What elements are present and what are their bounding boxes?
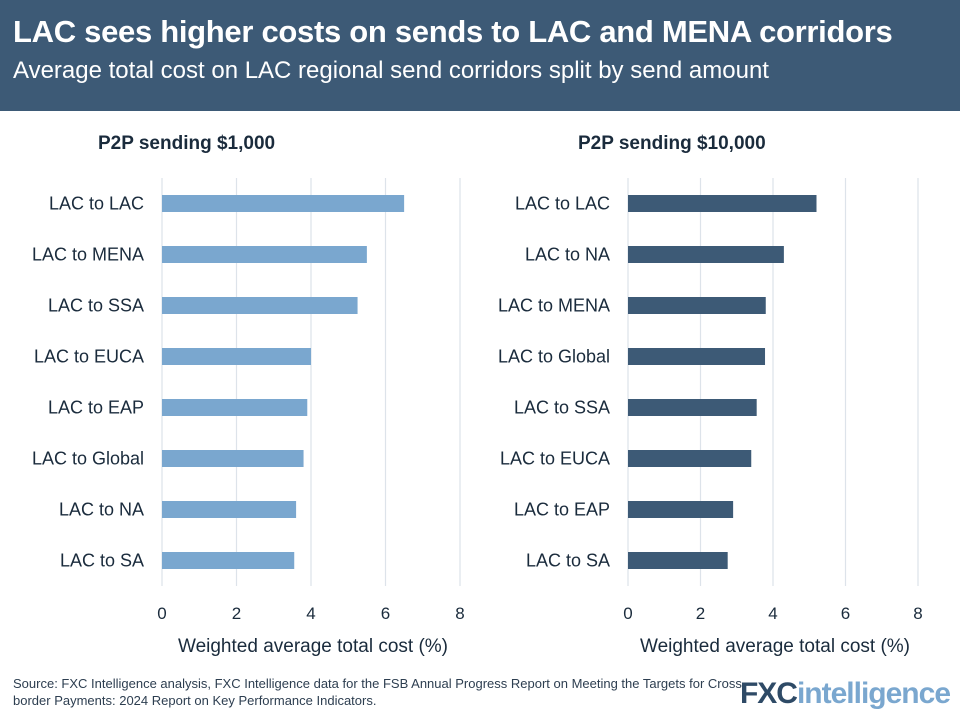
bar-p2p-1000 [162,246,367,263]
category-label-p2p-10000: LAC to EUCA [500,449,610,469]
x-tick-label-p2p-1000: 6 [381,604,390,623]
x-tick-label-p2p-10000: 4 [768,604,777,623]
bar-p2p-10000 [628,501,734,518]
chart-title-p2p-1000: P2P sending $1,000 [98,133,275,154]
bar-p2p-1000 [162,348,311,365]
x-tick-label-p2p-1000: 2 [232,604,241,623]
bar-p2p-1000 [162,450,304,467]
category-label-p2p-1000: LAC to EUCA [34,347,144,367]
fxc-intelligence-logo: FXCintelligence [739,677,951,710]
category-label-p2p-1000: LAC to MENA [32,245,144,265]
page-title: LAC sees higher costs on sends to LAC an… [13,14,893,49]
bar-p2p-10000 [628,348,766,365]
category-label-p2p-1000: LAC to EAP [48,398,144,418]
category-label-p2p-10000: LAC to SA [526,551,610,571]
x-tick-label-p2p-10000: 8 [913,604,922,623]
bar-p2p-1000 [162,501,297,518]
bar-p2p-10000 [628,246,784,263]
bar-p2p-1000 [162,195,405,212]
x-tick-label-p2p-1000: 4 [306,604,315,623]
category-label-p2p-1000: LAC to NA [59,500,144,520]
header-banner: LAC sees higher costs on sends to LAC an… [0,0,960,111]
bar-p2p-1000 [162,399,308,416]
x-axis-title-p2p-1000: Weighted average total cost (%) [178,636,448,657]
charts-area: P2P sending $1,000 0 2 4 6 8 LAC to LAC LAC to … [32,133,923,657]
x-axis-title-p2p-10000: Weighted average total cost (%) [640,636,910,657]
x-tick-label-p2p-10000: 6 [841,604,850,623]
x-tick-label-p2p-10000: 2 [696,604,705,623]
category-label-p2p-10000: LAC to SSA [514,398,610,418]
bar-p2p-1000 [162,297,358,314]
source-note: Source: FXC Intelligence analysis, FXC I… [13,676,747,708]
category-label-p2p-1000: LAC to Global [32,449,144,469]
bar-p2p-10000 [628,552,728,569]
page-subtitle: Average total cost on LAC regional send … [13,57,769,84]
category-label-p2p-1000: LAC to LAC [49,194,144,214]
bar-p2p-10000 [628,450,752,467]
bar-p2p-1000 [162,552,295,569]
category-label-p2p-10000: LAC to Global [498,347,610,367]
category-label-p2p-10000: LAC to LAC [515,194,610,214]
x-tick-label-p2p-1000: 0 [157,604,166,623]
category-label-p2p-1000: LAC to SSA [48,296,144,316]
x-tick-label-p2p-10000: 0 [623,604,632,623]
bar-p2p-10000 [628,297,766,314]
chart-title-p2p-10000: P2P sending $10,000 [578,133,766,154]
category-label-p2p-10000: LAC to MENA [498,296,610,316]
bar-p2p-10000 [628,399,757,416]
x-tick-label-p2p-1000: 8 [455,604,464,623]
category-label-p2p-10000: LAC to EAP [514,500,610,520]
category-label-p2p-1000: LAC to SA [60,551,144,571]
category-label-p2p-10000: LAC to NA [525,245,610,265]
bar-p2p-10000 [628,195,817,212]
